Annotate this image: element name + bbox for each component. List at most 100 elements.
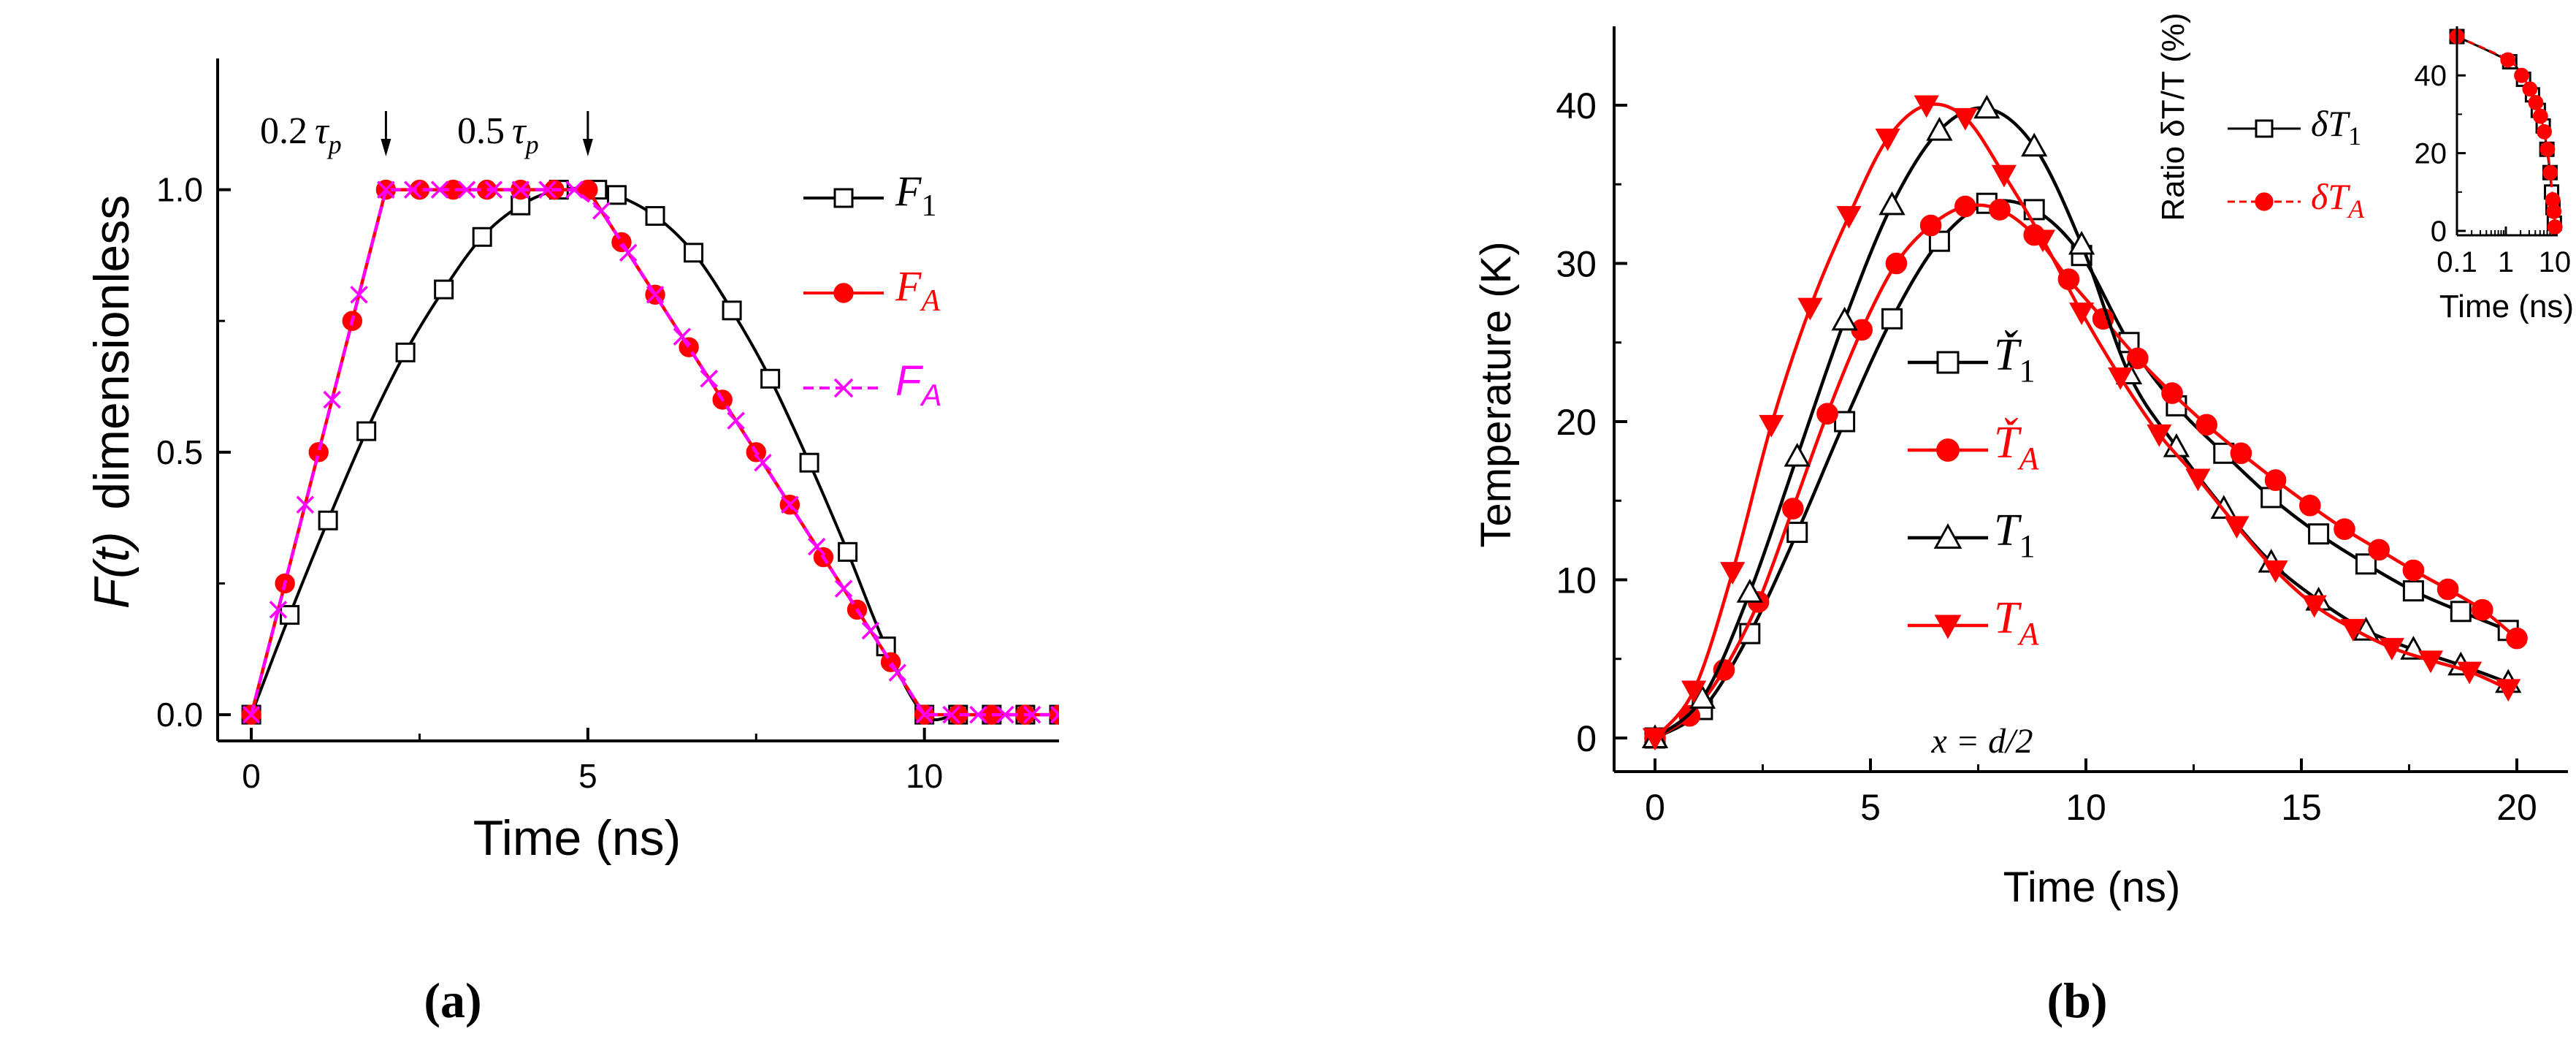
y-tick-label: 1.0 [156,171,203,209]
data-point [996,705,1014,724]
data-point [2379,638,2404,661]
inset-data-point [2537,123,2552,140]
y-tick-label: 0.0 [156,696,203,734]
data-point [356,421,377,441]
panel-b-inset: 0.1 1 10 0 20 40 Time (ns) Ratio δT/T (%) δT… [2155,12,2574,324]
inset-data-point [2500,52,2516,68]
data-point [2457,661,2483,685]
data-point [296,495,315,514]
data-point [1642,728,1668,751]
data-point [1879,191,1906,216]
data-point [318,510,338,530]
data-point [645,206,665,227]
inset-data-point [2514,67,2529,83]
data-point [2340,619,2366,642]
data-point [880,652,901,672]
data-point [942,705,960,724]
legend-item-TA: TA [1994,593,2039,652]
inset-data-point [2542,164,2558,180]
panel-a-series [241,179,1059,725]
data-point [565,180,584,199]
data-point [1816,403,1838,425]
inset-x-tick-label: 0.1 [2437,246,2477,278]
inset-legend-marker [2255,192,2274,211]
data-point [722,300,742,321]
data-point [2230,442,2252,465]
panel-label-b: (b) [2046,973,2107,1028]
data-point [2308,523,2330,545]
data-point [1736,579,1763,603]
inset-x-tick-label: 10 [2539,246,2572,278]
inset-data-point [2546,204,2562,219]
data-point [323,390,341,409]
data-point [472,227,492,247]
data-point [1926,116,1953,141]
data-point [611,232,632,253]
legend-marker [1936,351,1960,374]
legend-marker [1936,438,1960,462]
series-FA-dashed [242,180,1059,724]
inset-y-tick-label: 0 [2431,216,2447,248]
data-point [1875,128,1900,151]
data-point [700,370,719,388]
data-point [1836,206,1862,229]
data-point [781,495,799,514]
data-point [673,327,692,346]
panel-b-y-tick-labels: 0 10 20 30 40 [1556,85,1597,759]
inset-legend-dTA: δTA [2311,176,2365,224]
x-tick-label: 0 [242,757,261,795]
data-point [2418,650,2444,674]
data-point [538,180,557,199]
svg-text:FA: FA [895,262,940,318]
x-tick-label: 20 [2496,787,2537,828]
data-point [2301,595,2327,618]
inset-data-point [2522,81,2538,97]
legend-item-TA-check: ŤA [1994,418,2039,476]
data-point [1050,705,1059,724]
inset-x-tick-label: 1 [2498,246,2514,278]
data-point [350,286,368,304]
data-point [1681,680,1707,704]
data-point [2264,469,2287,491]
legend-item-T1: T1 [1994,506,2035,564]
data-point [2496,679,2521,702]
data-point [592,202,611,220]
data-point [1759,414,1784,438]
inset-data-point [2532,108,2548,124]
series-TA [1642,95,2521,751]
panel-b-legend-markers [1908,351,1988,639]
inset-y-axis-label: Ratio δT/T (%) [2155,12,2191,221]
annotation-0-2-tau-p: 0.2 τp [260,110,391,159]
data-point [430,180,449,199]
data-point [1914,95,1939,118]
panel-a-y-text: dimensionless [84,195,139,510]
data-point [377,180,395,199]
legend-marker [1934,615,1962,639]
panel-b-x-tick-labels: 0 5 10 15 20 [1645,787,2537,828]
series-line-T1-check [1654,199,2510,739]
data-point [861,621,880,640]
data-point [2210,495,2237,520]
data-point [834,579,853,598]
legend-marker [833,283,854,303]
y-tick-label: 10 [1556,560,1597,601]
data-point [619,243,638,262]
data-point [242,705,261,724]
legend-item-FA-dashed: FA [803,357,941,412]
panel-b-x-axis-label: Time (ns) [2003,864,2181,911]
data-point [2506,627,2528,650]
panel-b-y-axis-label: Temperature (K) [1472,241,1520,547]
inset-data-point [2528,95,2544,110]
annotation-arrow-2-head [582,139,593,156]
inset-data-point [2539,141,2556,157]
data-point [1786,522,1808,544]
svg-text:FA: FA [895,357,941,412]
panel-a-legend: F1 FA FA [803,167,941,412]
data-point [1954,195,1976,218]
data-point [2437,578,2459,601]
data-point [1784,442,1811,467]
data-point [511,180,530,199]
